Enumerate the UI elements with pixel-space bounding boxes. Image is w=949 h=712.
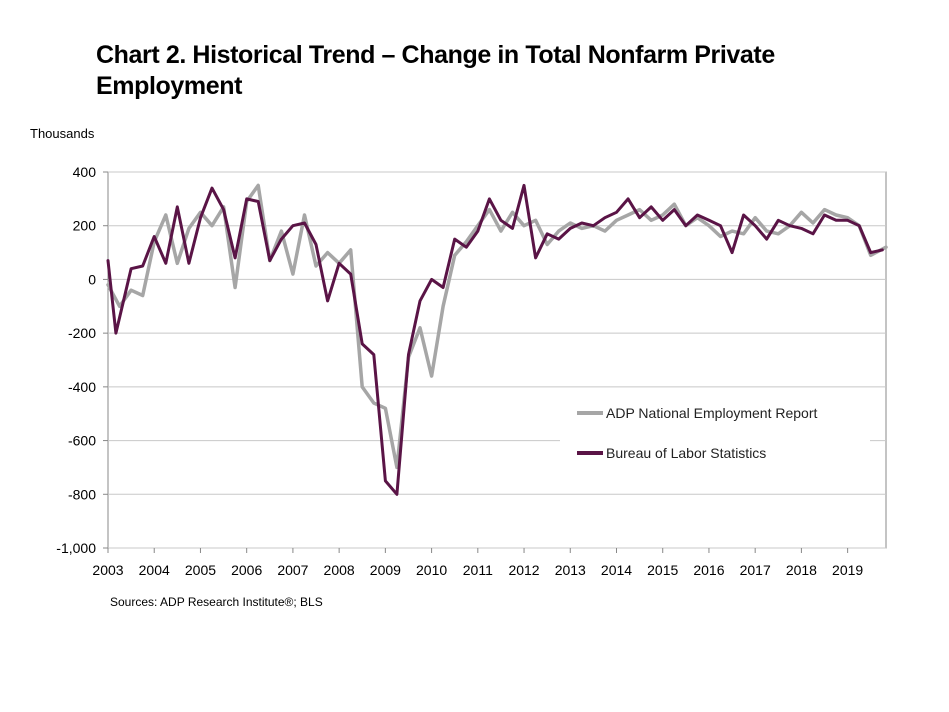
series-line-bls — [106, 183, 884, 496]
x-tick-label: 2014 — [601, 562, 632, 578]
x-tick-label: 2003 — [92, 562, 123, 578]
x-tick-label: 2009 — [370, 562, 401, 578]
legend: ADP National Employment Report Bureau of … — [560, 392, 870, 470]
x-tick-label: 2017 — [740, 562, 771, 578]
x-tick-label: 2006 — [231, 562, 262, 578]
x-tick-label: 2013 — [555, 562, 586, 578]
x-tick-label: 2015 — [647, 562, 678, 578]
y-tick-labels: 400 200 0 -200 -400 -600 -800 -1,000 — [56, 164, 108, 556]
y-tick-label: -1,000 — [56, 540, 96, 556]
x-tick-label: 2012 — [508, 562, 539, 578]
x-tick-label: 2019 — [832, 562, 863, 578]
x-tick-label: 2008 — [324, 562, 355, 578]
y-tick-label: -400 — [68, 379, 96, 395]
x-tick-label: 2004 — [139, 562, 170, 578]
y-tick-label: -200 — [68, 325, 96, 341]
x-tick-label: 2011 — [463, 562, 493, 578]
x-tick-label: 2007 — [277, 562, 308, 578]
y-tick-label: -600 — [68, 433, 96, 449]
y-tick-label: 200 — [73, 218, 97, 234]
x-tick-label: 2018 — [786, 562, 817, 578]
series-lines — [106, 183, 888, 496]
y-tick-label: 400 — [73, 164, 97, 180]
source-note: Sources: ADP Research Institute®; BLS — [110, 595, 323, 609]
plot-frame — [107, 171, 887, 549]
y-axis-label: Thousands — [30, 126, 95, 141]
y-tick-label: 0 — [88, 271, 96, 287]
legend-box — [560, 392, 870, 470]
legend-entry: Bureau of Labor Statistics — [606, 445, 766, 461]
chart-title: Chart 2. Historical Trend – Change in To… — [96, 41, 775, 100]
x-tick-label: 2010 — [416, 562, 447, 578]
y-tick-label: -800 — [68, 486, 96, 502]
x-tick-label: 2005 — [185, 562, 216, 578]
legend-entry: ADP National Employment Report — [606, 405, 818, 421]
series-line-adp — [106, 183, 888, 470]
x-tick-labels: 2003 2004 2005 2006 2007 2008 2009 2010 2011 2012… — [92, 548, 863, 578]
x-tick-label: 2016 — [693, 562, 724, 578]
gridlines — [108, 171, 886, 549]
